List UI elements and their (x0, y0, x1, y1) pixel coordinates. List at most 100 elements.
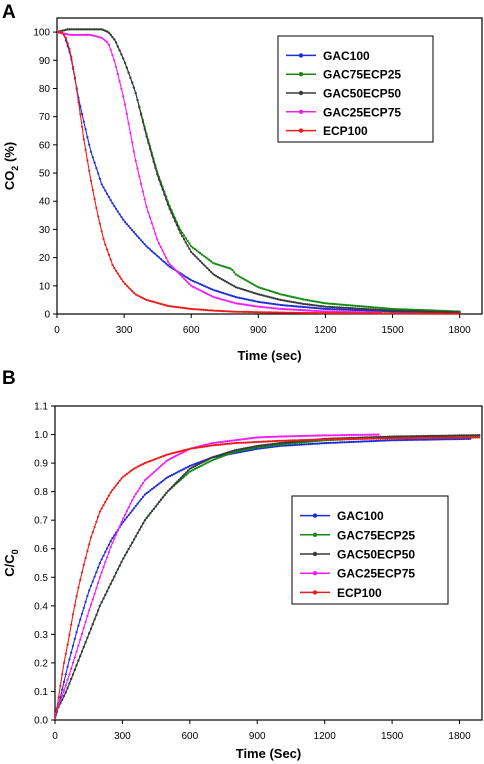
data-point (274, 311, 277, 314)
data-point (115, 533, 118, 536)
data-point (386, 439, 389, 442)
data-point (345, 308, 348, 311)
data-point (202, 291, 205, 294)
data-point (360, 305, 363, 308)
data-point (309, 434, 312, 437)
data-point (247, 310, 250, 314)
data-point (179, 450, 182, 453)
data-point (188, 467, 191, 470)
data-point (438, 438, 441, 441)
data-point (243, 303, 246, 306)
data-point (352, 440, 355, 443)
data-point (376, 312, 379, 315)
data-point (370, 437, 373, 440)
data-point (209, 287, 212, 290)
data-point (447, 310, 450, 314)
data-point (331, 302, 334, 305)
data-point (242, 303, 245, 306)
data-point (73, 668, 76, 671)
data-point (281, 304, 284, 307)
data-point (394, 309, 397, 312)
data-point (176, 454, 179, 457)
data-point (420, 436, 423, 440)
data-point (167, 453, 170, 456)
data-point (296, 439, 299, 442)
data-point (338, 441, 341, 444)
data-point (222, 440, 226, 443)
data-point (352, 437, 355, 440)
data-point (261, 311, 264, 314)
data-point (243, 297, 246, 301)
data-point (122, 218, 125, 221)
data-point (222, 452, 226, 455)
data-point (154, 469, 157, 472)
data-point (256, 305, 259, 308)
data-point (143, 297, 146, 301)
data-point (228, 439, 231, 442)
data-point (280, 439, 283, 442)
data-point (261, 294, 264, 297)
data-point (418, 435, 422, 438)
data-point (330, 441, 333, 444)
data-point (256, 311, 259, 314)
data-point (292, 311, 295, 314)
data-point (363, 437, 366, 440)
data-point (219, 456, 222, 459)
data-point (136, 465, 139, 468)
data-point (86, 136, 89, 139)
data-point (118, 564, 121, 567)
data-point (327, 310, 331, 313)
data-point (70, 677, 73, 681)
data-point (68, 47, 71, 51)
data-point (384, 435, 387, 438)
data-point (410, 310, 413, 313)
data-point (333, 308, 336, 311)
data-point (453, 312, 456, 315)
data-point (129, 502, 132, 505)
x-tick-label: 1800 (449, 325, 472, 336)
data-point (415, 312, 418, 315)
data-point (120, 477, 123, 480)
data-point (178, 470, 181, 473)
data-point (297, 308, 300, 311)
data-point (433, 436, 436, 439)
data-point (269, 440, 272, 443)
data-point (286, 311, 289, 314)
data-point (408, 438, 411, 441)
y-tick-label: 60 (39, 140, 51, 151)
data-point (347, 433, 350, 437)
data-point (305, 443, 308, 446)
data-point (315, 307, 318, 310)
data-point (302, 298, 305, 301)
data-point (307, 434, 310, 437)
data-point (102, 597, 105, 600)
data-point (98, 604, 101, 607)
data-point (84, 28, 87, 31)
data-point (82, 626, 85, 630)
data-point (140, 296, 143, 299)
data-point (291, 435, 294, 438)
data-point (444, 312, 447, 315)
data-point (215, 309, 218, 312)
data-point (147, 299, 150, 302)
data-point (127, 471, 130, 474)
data-point (218, 297, 221, 300)
data-point (366, 437, 369, 440)
data-point (285, 439, 288, 442)
data-point (218, 264, 221, 267)
data-point (61, 688, 64, 691)
data-point (365, 305, 368, 308)
data-point (253, 441, 256, 444)
data-point (262, 436, 265, 439)
data-point (225, 266, 229, 269)
data-point (379, 312, 382, 315)
data-point (80, 612, 84, 615)
data-point (242, 288, 245, 291)
data-point (169, 457, 172, 460)
data-point (413, 312, 416, 315)
data-point (455, 312, 458, 315)
data-point (233, 439, 236, 442)
data-point (300, 443, 303, 446)
data-point (68, 633, 71, 637)
data-point (401, 312, 404, 315)
